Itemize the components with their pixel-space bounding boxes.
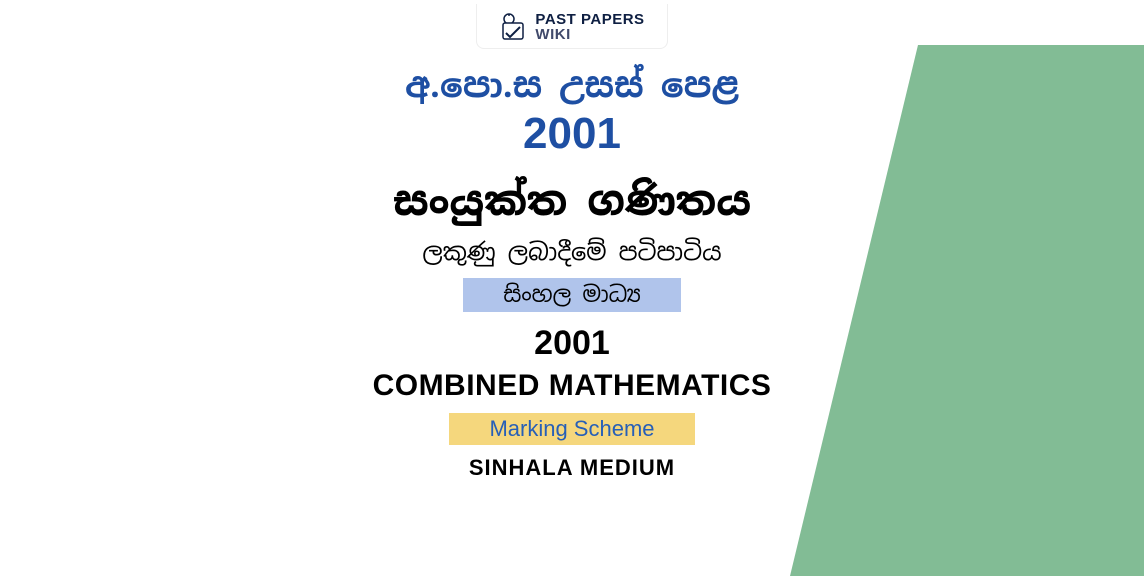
medium-badge-sinhala: සිංහල මාධ්‍ය xyxy=(463,278,681,312)
logo-icon xyxy=(499,13,527,41)
main-content: PAST PAPERS WIKI අ.පො.ස උසස් පෙළ 2001 සං… xyxy=(272,0,872,481)
logo-text: PAST PAPERS WIKI xyxy=(535,12,644,42)
subject-english: COMBINED MATHEMATICS xyxy=(373,369,772,403)
logo-box: PAST PAPERS WIKI xyxy=(476,4,667,49)
exam-title-sinhala: අ.පො.ස උසස් පෙළ xyxy=(405,63,739,107)
logo-line1: PAST PAPERS xyxy=(535,12,644,27)
medium-english: SINHALA MEDIUM xyxy=(469,455,675,481)
marking-scheme-badge: Marking Scheme xyxy=(449,413,694,445)
description-sinhala: ලකුණු ලබාදීමේ පටිපාටිය xyxy=(422,237,721,268)
year-english: 2001 xyxy=(534,324,610,363)
logo-line2: WIKI xyxy=(535,27,644,42)
year-sinhala: 2001 xyxy=(523,109,621,159)
subject-sinhala: සංයුක්ත ගණිතය xyxy=(393,175,751,227)
